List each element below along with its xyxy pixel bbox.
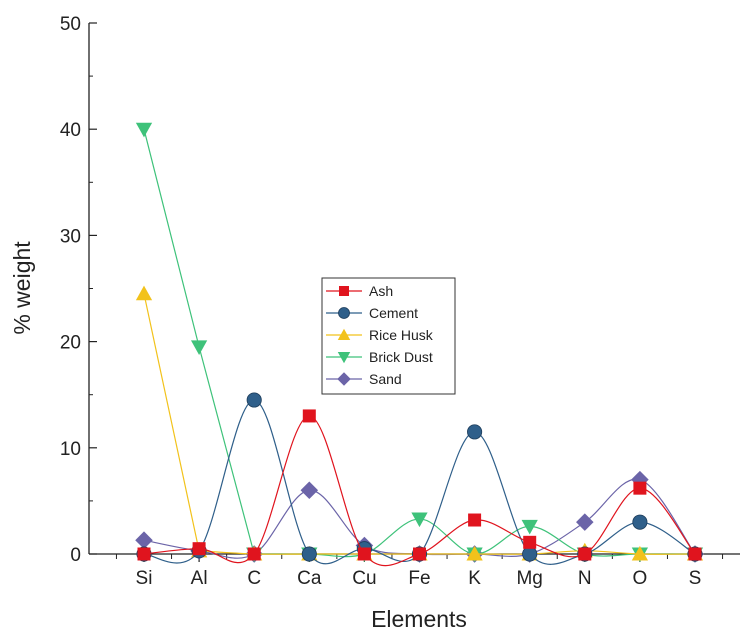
data-point-cement: [522, 546, 538, 562]
legend-marker: [337, 372, 351, 386]
legend-label: Ash: [369, 283, 393, 299]
legend-marker: [339, 286, 349, 296]
legend-item-rice-husk: Rice Husk: [326, 327, 434, 343]
data-point-ash: [633, 481, 647, 495]
data-point-sand: [300, 481, 319, 500]
data-point-rice-husk: [135, 285, 153, 301]
y-tick-label: 40: [60, 120, 81, 141]
data-point-ash: [357, 547, 371, 561]
data-point-cement: [301, 546, 317, 562]
series-ash: [137, 409, 702, 567]
x-tick-label: O: [633, 568, 648, 589]
data-point-cement: [246, 392, 262, 408]
x-tick-label: Mg: [516, 568, 542, 589]
x-tick-label: C: [247, 568, 261, 589]
data-point-brick-dust: [411, 512, 428, 528]
legend-item-ash: Ash: [326, 283, 393, 299]
x-tick-label: Cu: [352, 568, 376, 589]
data-point-rice-husk: [466, 545, 483, 561]
y-axis-title: % weight: [9, 241, 35, 335]
data-point-ash: [413, 547, 426, 561]
legend-label: Brick Dust: [369, 349, 433, 365]
data-point-ash: [247, 547, 261, 561]
y-tick-label: 10: [60, 439, 81, 460]
data-point-ash: [578, 547, 592, 561]
legend-marker: [338, 307, 350, 319]
x-axis-title: Elements: [371, 606, 467, 632]
x-tick-label: N: [578, 568, 592, 589]
series-line-ash: [143, 415, 696, 567]
data-point-sand: [576, 513, 594, 531]
data-point-cement: [632, 514, 648, 530]
x-tick-label: K: [468, 568, 481, 589]
series-cement: [136, 392, 703, 565]
y-tick-label: 30: [60, 226, 81, 247]
legend-marker: [337, 352, 351, 364]
data-point-ash: [302, 409, 316, 423]
data-point-ash: [192, 542, 206, 556]
legend-item-sand: Sand: [326, 371, 402, 387]
x-tick-label: Si: [136, 568, 153, 589]
tick-labels: 0 10 20 30 40 50 Si Al C Ca Cu Fe K Mg N O S: [60, 14, 701, 589]
data-point-ash: [137, 547, 151, 561]
legend-item-cement: Cement: [326, 305, 418, 321]
y-tick-label: 0: [70, 545, 81, 566]
series-layer: [135, 122, 704, 567]
legend: Ash Cement Rice Husk Brick Dust Sand: [321, 277, 456, 395]
legend-label: Rice Husk: [369, 327, 434, 343]
data-point-rice-husk: [631, 545, 649, 561]
data-point-ash: [523, 535, 537, 549]
data-point-ash: [688, 547, 702, 561]
data-point-cement: [467, 424, 483, 440]
y-tick-label: 50: [60, 14, 81, 35]
data-point-sand: [135, 531, 153, 549]
data-point-ash: [468, 513, 482, 527]
data-point-brick-dust: [135, 122, 153, 138]
legend-item-brick-dust: Brick Dust: [326, 349, 433, 365]
series-line-rice-husk: [143, 293, 696, 555]
x-tick-label: Fe: [408, 568, 430, 589]
legend-label: Cement: [369, 305, 418, 321]
y-tick-label: 20: [60, 333, 81, 354]
x-tick-label: S: [689, 568, 702, 589]
legend-marker: [337, 328, 351, 340]
legend-label: Sand: [369, 371, 402, 387]
data-point-brick-dust: [190, 340, 208, 356]
x-tick-label: Ca: [297, 568, 322, 589]
series-line-cement: [143, 399, 696, 565]
x-tick-label: Al: [191, 568, 208, 589]
data-point-brick-dust: [521, 519, 538, 535]
